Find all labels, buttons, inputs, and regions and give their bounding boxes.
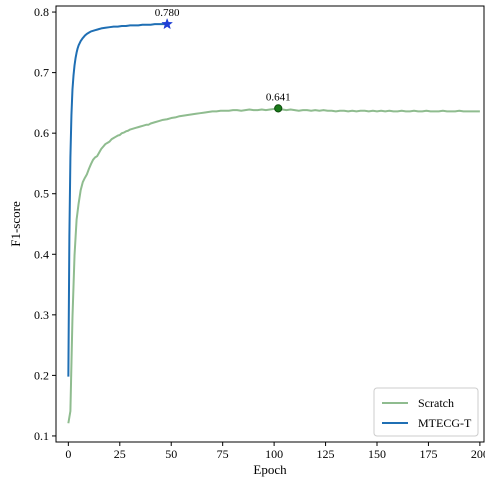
y-axis-label: F1-score <box>8 201 23 247</box>
legend-label-scratch: Scratch <box>418 396 454 410</box>
best-value-label: 0.780 <box>155 7 180 19</box>
x-tick-label: 50 <box>165 447 177 461</box>
legend-label-mtecg-t: MTECG-T <box>418 416 472 430</box>
series-line-mtecg-t <box>67 23 168 377</box>
x-axis-label: Epoch <box>253 462 287 477</box>
x-tick-label: 175 <box>419 447 437 461</box>
y-tick-label: 0.3 <box>34 308 49 322</box>
annotation-layer: 0.780 0.641 <box>155 7 291 113</box>
x-tick-label: 150 <box>368 447 386 461</box>
x-axis-ticks: 0 25 50 75 100 125 150 175 200 <box>65 442 485 461</box>
x-tick-label: 25 <box>114 447 126 461</box>
x-tick-label: 75 <box>217 447 229 461</box>
series-layer <box>67 23 480 424</box>
plot-area <box>55 5 485 443</box>
best-marker-circle <box>274 104 283 113</box>
x-tick-label: 125 <box>317 447 335 461</box>
y-tick-label: 0.1 <box>34 429 49 443</box>
best-value-label: 0.641 <box>266 91 291 103</box>
best-marker-star <box>161 17 174 30</box>
series-line-scratch <box>67 107 480 424</box>
y-tick-label: 0.5 <box>34 187 49 201</box>
x-tick-label: 100 <box>265 447 283 461</box>
y-tick-label: 0.4 <box>34 247 49 261</box>
y-tick-label: 0.8 <box>34 5 49 19</box>
legend: Scratch MTECG-T <box>373 387 479 437</box>
x-tick-label: 200 <box>471 447 485 461</box>
y-tick-label: 0.6 <box>34 126 49 140</box>
y-tick-label: 0.7 <box>34 66 49 80</box>
x-tick-label: 0 <box>65 447 71 461</box>
y-tick-label: 0.2 <box>34 368 49 382</box>
y-axis-ticks: 0.1 0.2 0.3 0.4 0.5 0.6 0.7 0.8 <box>34 5 56 443</box>
